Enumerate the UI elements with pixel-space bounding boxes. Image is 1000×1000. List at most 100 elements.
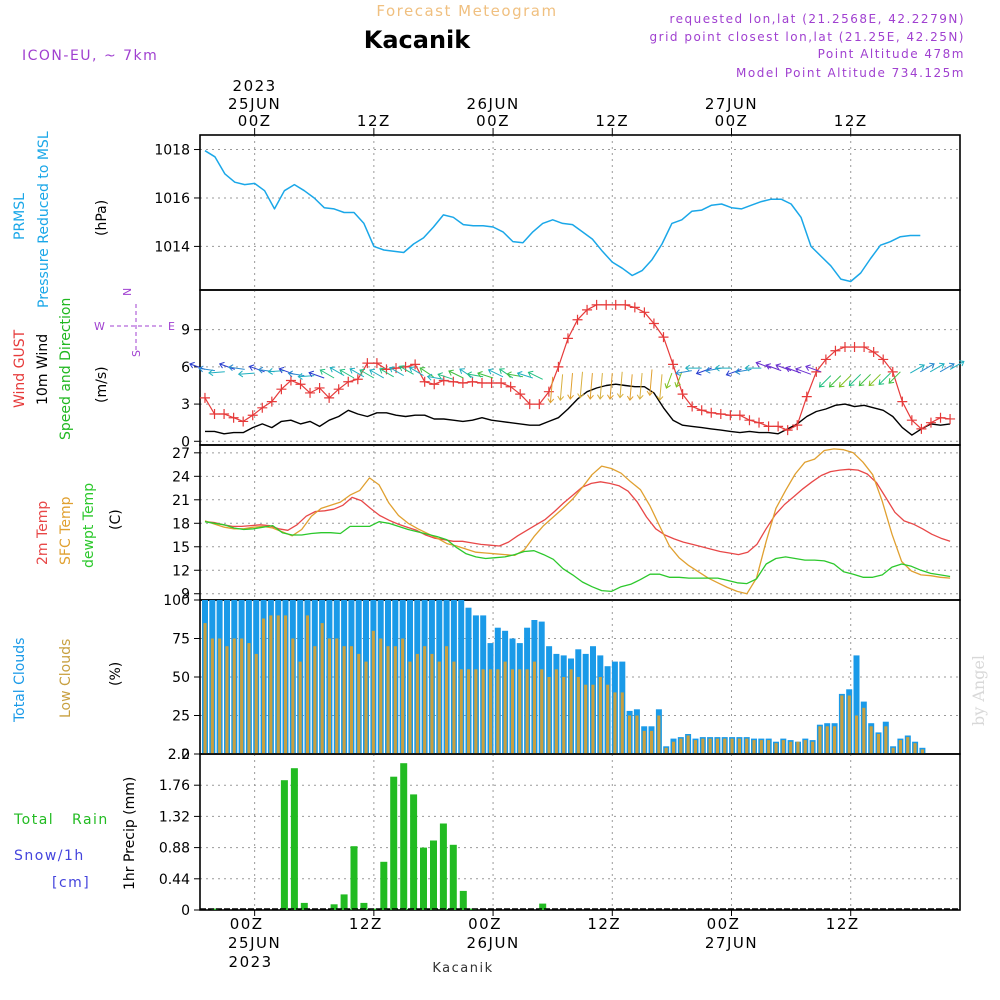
wind-arrow bbox=[684, 364, 702, 372]
gust-marker bbox=[438, 375, 449, 386]
low-cloud-bar bbox=[847, 695, 851, 754]
wind-arrow bbox=[408, 366, 424, 377]
wind-arrow bbox=[228, 364, 245, 372]
gust-marker bbox=[715, 409, 726, 419]
wind-arrow bbox=[714, 364, 732, 372]
clouds-panel: Total Clouds Low Clouds (%) 0 25 50 75 100 bbox=[12, 593, 961, 763]
gust-marker bbox=[906, 415, 917, 426]
wind-unit: (m/s) bbox=[94, 366, 110, 403]
low-cloud-bar bbox=[576, 677, 580, 754]
low-cloud-bar bbox=[876, 734, 880, 754]
wind-arrow bbox=[656, 374, 664, 402]
low-cloud-bar bbox=[496, 669, 500, 754]
x-time-label: 00Z bbox=[468, 915, 502, 933]
gust-marker bbox=[754, 417, 765, 428]
low-cloud-bar bbox=[232, 638, 236, 754]
gust-marker bbox=[429, 379, 440, 390]
x-year-label: 2023 bbox=[233, 77, 277, 95]
low-cloud-bar bbox=[262, 618, 266, 754]
wind-arrow bbox=[557, 374, 565, 402]
footer-location: Kacanik bbox=[432, 961, 493, 976]
wind-arrow bbox=[765, 363, 782, 372]
gust-marker bbox=[639, 307, 650, 318]
gust-marker bbox=[362, 358, 373, 369]
low-cloud-bar bbox=[913, 743, 917, 754]
wind-arrow bbox=[477, 371, 494, 379]
snow-unit: [cm] bbox=[52, 875, 90, 891]
compass-icon: N S W E bbox=[94, 288, 175, 357]
rain-bar bbox=[211, 908, 219, 910]
gust-marker bbox=[285, 375, 296, 386]
low-cloud-bar bbox=[349, 646, 353, 754]
low-cloud-bar bbox=[686, 735, 690, 754]
wind-arrow bbox=[339, 368, 355, 379]
low-cloud-bar bbox=[606, 684, 610, 754]
panel-frame bbox=[199, 444, 961, 601]
low-cloud-bar bbox=[269, 615, 273, 754]
gust-marker bbox=[553, 361, 564, 372]
gust-marker bbox=[410, 359, 421, 370]
low-cloud-bar bbox=[679, 738, 683, 754]
gust-marker bbox=[782, 425, 793, 436]
rain-bar bbox=[300, 902, 308, 910]
gust-marker bbox=[658, 332, 669, 343]
wind-arrow bbox=[448, 369, 464, 379]
gust-label: Wind GUST bbox=[12, 329, 28, 408]
wind-arrow bbox=[379, 367, 394, 378]
grid-point-coords: grid point closest lon,lat (21.25E, 42.2… bbox=[650, 30, 965, 44]
y-tick-label: 0.88 bbox=[159, 841, 190, 857]
low-cloud-bar bbox=[664, 747, 668, 754]
low-cloud-bar bbox=[642, 730, 646, 754]
wind-arrow bbox=[237, 370, 255, 378]
gust-marker bbox=[763, 421, 774, 432]
location-title: Kacanik bbox=[364, 26, 472, 54]
prmsl-label: PRMSL bbox=[12, 193, 28, 240]
x-day-label: 25JUN bbox=[228, 934, 281, 952]
wind-arrow bbox=[248, 364, 265, 373]
temp-unit: (C) bbox=[108, 509, 124, 530]
low-cloud-bar bbox=[672, 741, 676, 754]
y-tick-label: 1014 bbox=[154, 239, 190, 255]
rain-bar bbox=[400, 763, 408, 910]
y-tick-label: 100 bbox=[163, 593, 190, 609]
low-cloud-bar bbox=[701, 738, 705, 754]
low-cloud-bar bbox=[357, 653, 361, 754]
low-cloud-bar bbox=[869, 726, 873, 754]
gust-marker bbox=[792, 420, 803, 431]
y-tick-label: 21 bbox=[172, 493, 190, 509]
gust-marker bbox=[878, 354, 889, 365]
wind-arrow bbox=[848, 373, 862, 387]
wind-arrow bbox=[888, 371, 901, 384]
rain-bar bbox=[290, 768, 298, 910]
y-tick-label: 0 bbox=[181, 434, 190, 450]
x-time-label: 12Z bbox=[834, 112, 868, 130]
x-time-label: 12Z bbox=[357, 112, 391, 130]
model-label: ICON-EU, ~ 7km bbox=[22, 48, 158, 64]
rain-bar bbox=[360, 902, 368, 910]
gust-marker bbox=[352, 374, 363, 385]
gust-marker bbox=[935, 412, 946, 423]
gust-marker bbox=[629, 302, 640, 313]
gust-marker bbox=[314, 382, 325, 393]
pressure-line bbox=[204, 150, 921, 283]
low-cloud-bar bbox=[503, 661, 507, 754]
x-time-label: 00Z bbox=[476, 112, 510, 130]
compass-s: S bbox=[130, 350, 143, 357]
gust-marker bbox=[696, 405, 707, 416]
wind-arrow bbox=[664, 372, 673, 389]
gust-marker bbox=[830, 345, 841, 356]
low-cloud-bar bbox=[693, 740, 697, 754]
low-cloud-bar bbox=[562, 677, 566, 754]
gust-marker bbox=[371, 358, 382, 369]
low-cloud-bar bbox=[327, 638, 331, 754]
t2m-line bbox=[204, 468, 951, 556]
x-time-label: 00Z bbox=[230, 915, 264, 933]
low-cloud-bar bbox=[833, 726, 837, 754]
gust-marker bbox=[496, 378, 507, 388]
low-cloud-bar bbox=[715, 738, 719, 754]
wind-arrow bbox=[878, 372, 891, 385]
wind-arrow bbox=[626, 374, 634, 402]
low-cloud-bar bbox=[774, 743, 778, 754]
